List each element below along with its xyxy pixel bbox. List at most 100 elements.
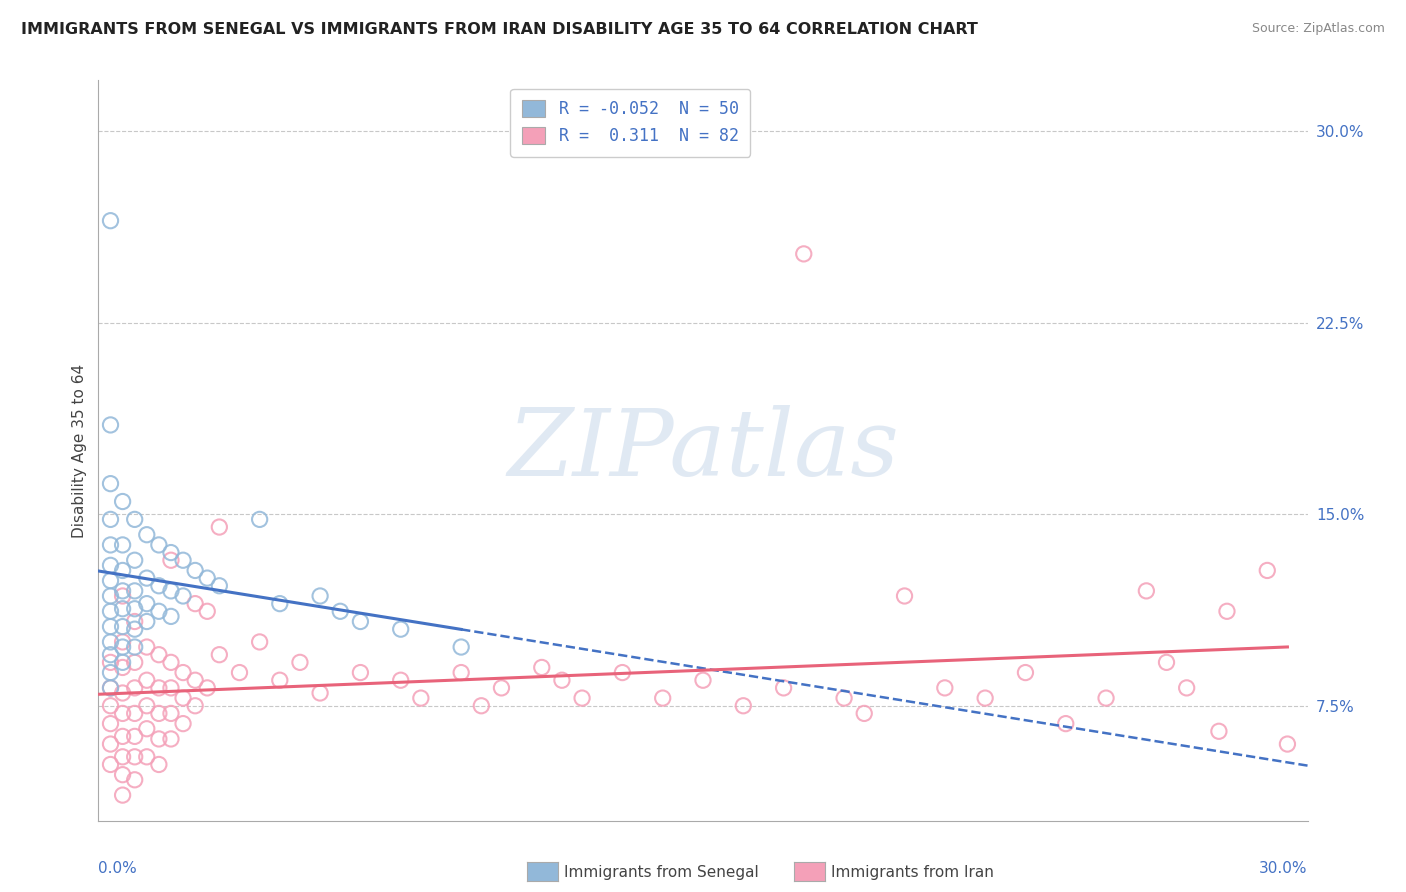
Point — [100, 716, 122, 731]
Point — [470, 698, 492, 713]
Point — [135, 698, 157, 713]
Point — [1256, 564, 1278, 578]
Point — [612, 665, 634, 680]
Point — [184, 597, 207, 611]
Point — [100, 476, 122, 491]
Point — [349, 665, 371, 680]
Point — [450, 640, 472, 654]
Point — [111, 788, 134, 802]
Point — [100, 417, 122, 432]
Point — [733, 698, 755, 713]
Point — [172, 589, 194, 603]
Point — [135, 615, 157, 629]
Point — [530, 660, 553, 674]
Point — [148, 579, 170, 593]
Text: ZIPatlas: ZIPatlas — [508, 406, 898, 495]
Point — [148, 706, 170, 721]
Point — [1277, 737, 1299, 751]
Point — [228, 665, 250, 680]
Point — [832, 691, 855, 706]
Point — [124, 656, 146, 670]
Point — [195, 604, 218, 618]
Point — [100, 604, 122, 618]
Point — [100, 512, 122, 526]
Point — [172, 665, 194, 680]
Point — [124, 622, 146, 636]
Text: IMMIGRANTS FROM SENEGAL VS IMMIGRANTS FROM IRAN DISABILITY AGE 35 TO 64 CORRELAT: IMMIGRANTS FROM SENEGAL VS IMMIGRANTS FR… — [21, 22, 979, 37]
Point — [329, 604, 352, 618]
Point — [100, 665, 122, 680]
Point — [172, 553, 194, 567]
Point — [111, 564, 134, 578]
Point — [409, 691, 432, 706]
Point — [111, 635, 134, 649]
Point — [111, 749, 134, 764]
Point — [135, 673, 157, 688]
Point — [160, 545, 183, 559]
Point — [111, 686, 134, 700]
Point — [124, 706, 146, 721]
Point — [1014, 665, 1036, 680]
Point — [184, 673, 207, 688]
Point — [692, 673, 714, 688]
Point — [172, 691, 194, 706]
Point — [100, 681, 122, 695]
Point — [571, 691, 593, 706]
Point — [184, 564, 207, 578]
Point — [148, 648, 170, 662]
Point — [793, 247, 815, 261]
Point — [893, 589, 915, 603]
Point — [148, 731, 170, 746]
Point — [100, 635, 122, 649]
Point — [111, 583, 134, 598]
Text: Immigrants from Senegal: Immigrants from Senegal — [564, 865, 759, 880]
Point — [100, 213, 122, 227]
Point — [124, 749, 146, 764]
Point — [148, 538, 170, 552]
Point — [111, 538, 134, 552]
Point — [124, 601, 146, 615]
Point — [195, 681, 218, 695]
Point — [974, 691, 997, 706]
Point — [249, 512, 271, 526]
Point — [269, 597, 291, 611]
Point — [111, 601, 134, 615]
Y-axis label: Disability Age 35 to 64: Disability Age 35 to 64 — [72, 363, 87, 538]
Point — [389, 673, 412, 688]
Point — [100, 656, 122, 670]
Point — [135, 597, 157, 611]
Point — [160, 656, 183, 670]
Point — [208, 520, 231, 534]
Point — [148, 604, 170, 618]
Point — [160, 731, 183, 746]
Point — [100, 757, 122, 772]
Point — [1175, 681, 1198, 695]
Point — [111, 640, 134, 654]
Point — [135, 571, 157, 585]
Point — [111, 589, 134, 603]
Point — [1054, 716, 1077, 731]
Point — [124, 730, 146, 744]
Point — [124, 640, 146, 654]
Point — [111, 619, 134, 633]
Text: 30.0%: 30.0% — [1260, 862, 1308, 876]
Point — [111, 660, 134, 674]
Point — [135, 640, 157, 654]
Point — [100, 538, 122, 552]
Point — [1208, 724, 1230, 739]
Point — [269, 673, 291, 688]
Point — [249, 635, 271, 649]
Point — [651, 691, 673, 706]
Point — [288, 656, 311, 670]
Point — [111, 767, 134, 781]
Point — [160, 681, 183, 695]
Point — [1156, 656, 1178, 670]
Point — [349, 615, 371, 629]
Point — [135, 527, 157, 541]
Point — [309, 589, 332, 603]
Point — [934, 681, 956, 695]
Point — [100, 574, 122, 588]
Point — [100, 698, 122, 713]
Point — [135, 722, 157, 736]
Point — [309, 686, 332, 700]
